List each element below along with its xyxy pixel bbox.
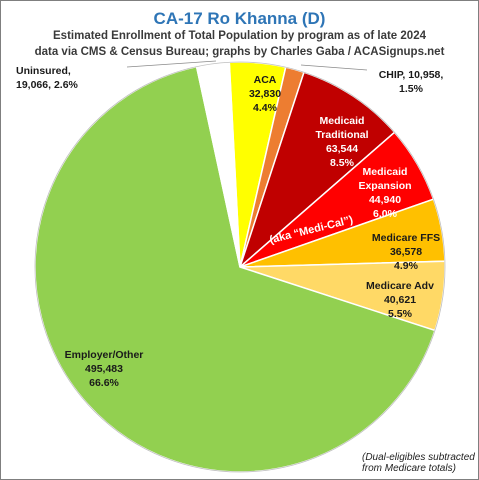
data-label-aca: ACA 32,830 4.4% [249, 74, 281, 114]
footnote: (Dual-eligibles subtracted from Medicare… [362, 452, 475, 474]
data-label-medicaid-expansion-line-2: Expansion [358, 180, 411, 192]
leader-line-uninsured [126, 60, 217, 68]
data-label-medicaid-traditional-line-3: 63,544 [326, 143, 358, 155]
data-label-medicare-adv-line-1: Medicare Adv [366, 280, 434, 292]
data-label-medicare-adv-line-2: 40,621 [384, 294, 416, 306]
data-label-uninsured-line-1: Uninsured, [16, 65, 71, 77]
data-label-medicaid-expansion-line-4: 6.0% [373, 208, 398, 220]
data-label-medicaid-expansion-line-3: 44,940 [369, 194, 401, 206]
chart-title: CA-17 Ro Khanna (D) [153, 9, 326, 28]
data-label-employer-other-line-2: 495,483 [85, 363, 123, 375]
data-label-uninsured: Uninsured, 19,066, 2.6% [16, 65, 79, 91]
pie-outline [34, 61, 446, 473]
data-label-employer-other-line-3: 66.6% [89, 377, 119, 389]
data-label-employer-other-line-1: Employer/Other [65, 349, 144, 361]
leader-line-chip [300, 64, 368, 71]
data-label-medicaid-traditional-line-4: 8.5% [330, 157, 355, 169]
data-label-employer-other: Employer/Other 495,483 66.6% [65, 349, 144, 389]
footnote-line-1: (Dual-eligibles subtracted [362, 452, 475, 463]
data-label-medicare-ffs: Medicare FFS 36,578 4.9% [372, 232, 440, 272]
chart-subtitle-line-2: data via CMS & Census Bureau; graphs by … [34, 46, 445, 58]
data-label-aca-line-1: ACA [254, 74, 277, 86]
data-label-medicare-adv-line-3: 5.5% [388, 308, 413, 320]
chart-subtitle-line-1: Estimated Enrollment of Total Population… [53, 30, 426, 42]
data-label-medicare-ffs-line-3: 4.9% [394, 260, 419, 272]
data-label-medicare-ffs-line-1: Medicare FFS [372, 232, 440, 244]
data-label-medicaid-expansion: Medicaid Expansion 44,940 6.0% [358, 166, 411, 220]
data-label-medicaid-traditional: Medicaid Traditional 63,544 8.5% [315, 115, 368, 169]
footnote-line-2: from Medicare totals) [362, 463, 456, 474]
data-label-medicaid-traditional-line-2: Traditional [315, 129, 368, 141]
data-label-aca-line-2: 32,830 [249, 88, 281, 100]
data-label-medicaid-expansion-line-1: Medicaid [363, 166, 408, 178]
data-label-medicare-ffs-line-2: 36,578 [390, 246, 422, 258]
data-label-medicaid-traditional-line-1: Medicaid [320, 115, 365, 127]
data-label-aca-line-3: 4.4% [253, 102, 278, 114]
data-label-medicare-adv: Medicare Adv 40,621 5.5% [366, 280, 434, 320]
data-label-chip: CHIP, 10,958, 1.5% [379, 69, 444, 95]
data-label-uninsured-line-2: 19,066, 2.6% [16, 79, 79, 91]
data-label-chip-line-2: 1.5% [399, 83, 424, 95]
data-label-chip-line-1: CHIP, 10,958, [379, 69, 444, 81]
